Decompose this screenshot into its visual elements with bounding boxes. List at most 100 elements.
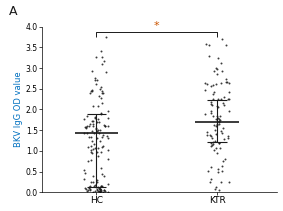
Point bbox=[92, 190, 97, 193]
Point bbox=[82, 131, 87, 135]
Point bbox=[219, 169, 224, 172]
Point bbox=[98, 187, 102, 190]
Point bbox=[91, 174, 95, 178]
Point bbox=[214, 186, 218, 189]
Point bbox=[95, 136, 99, 140]
Point bbox=[85, 146, 90, 149]
Point bbox=[102, 189, 106, 192]
Point bbox=[88, 189, 92, 192]
Point bbox=[98, 111, 103, 114]
Point bbox=[106, 183, 111, 186]
Point bbox=[215, 73, 219, 76]
Point bbox=[101, 190, 106, 193]
Point bbox=[209, 177, 213, 181]
Point bbox=[89, 90, 93, 93]
Point bbox=[102, 175, 106, 178]
Point bbox=[89, 119, 94, 123]
Point bbox=[217, 188, 222, 192]
Point bbox=[211, 114, 215, 118]
Point bbox=[103, 124, 108, 127]
Point bbox=[218, 119, 222, 122]
Point bbox=[89, 139, 94, 143]
Point bbox=[95, 187, 100, 191]
Point bbox=[85, 189, 89, 193]
Point bbox=[100, 185, 105, 188]
Point bbox=[87, 186, 92, 189]
Point bbox=[100, 173, 104, 176]
Point bbox=[203, 113, 207, 116]
Point bbox=[102, 123, 106, 127]
Point bbox=[216, 116, 220, 119]
Point bbox=[226, 134, 230, 138]
Point bbox=[207, 133, 212, 137]
Text: *: * bbox=[154, 21, 160, 31]
Point bbox=[222, 103, 226, 106]
Point bbox=[100, 55, 104, 59]
Point bbox=[205, 133, 209, 136]
Point bbox=[97, 95, 101, 98]
Point bbox=[216, 120, 221, 123]
Point bbox=[209, 141, 213, 144]
Point bbox=[93, 146, 98, 149]
Point bbox=[213, 140, 217, 143]
Point bbox=[96, 117, 100, 121]
Point bbox=[211, 69, 216, 73]
Point bbox=[98, 187, 103, 190]
Point bbox=[93, 115, 97, 119]
Point bbox=[225, 80, 229, 83]
Point bbox=[95, 120, 99, 123]
Point bbox=[219, 70, 224, 73]
Point bbox=[99, 49, 104, 53]
Point bbox=[211, 140, 215, 143]
Point bbox=[95, 78, 99, 82]
Point bbox=[95, 178, 99, 181]
Point bbox=[97, 187, 101, 190]
Point bbox=[213, 187, 217, 190]
Point bbox=[218, 97, 223, 101]
Point bbox=[91, 119, 96, 122]
Point bbox=[217, 114, 222, 117]
Point bbox=[215, 167, 220, 170]
Point bbox=[102, 188, 106, 192]
Point bbox=[211, 97, 216, 101]
Point bbox=[93, 78, 97, 82]
Point bbox=[215, 170, 220, 174]
Point bbox=[94, 150, 99, 154]
Point bbox=[91, 191, 95, 194]
Point bbox=[89, 159, 93, 162]
Point bbox=[104, 35, 108, 39]
Point bbox=[91, 104, 95, 108]
Point bbox=[100, 91, 105, 95]
Point bbox=[209, 109, 214, 112]
Point bbox=[207, 54, 212, 58]
Point bbox=[94, 126, 98, 130]
Point bbox=[98, 188, 103, 192]
Point bbox=[91, 125, 95, 128]
Point bbox=[98, 151, 103, 154]
Point bbox=[220, 131, 224, 135]
Point bbox=[211, 143, 216, 146]
Point bbox=[82, 117, 87, 120]
Point bbox=[87, 136, 91, 139]
Point bbox=[82, 177, 87, 181]
Point bbox=[210, 143, 215, 146]
Point bbox=[214, 82, 218, 85]
Point bbox=[203, 89, 207, 92]
Point bbox=[84, 188, 89, 191]
Point bbox=[89, 150, 93, 153]
Point bbox=[209, 111, 214, 114]
Point bbox=[92, 185, 96, 188]
Point bbox=[85, 131, 89, 135]
Point bbox=[224, 78, 228, 81]
Point bbox=[93, 77, 97, 80]
Point bbox=[215, 105, 219, 108]
Point bbox=[96, 154, 100, 157]
Point bbox=[227, 98, 231, 101]
Point bbox=[215, 114, 220, 118]
Point bbox=[213, 124, 218, 128]
Point bbox=[95, 188, 99, 191]
Point bbox=[106, 116, 110, 120]
Point bbox=[211, 92, 215, 95]
Point bbox=[89, 151, 94, 155]
Point bbox=[106, 109, 111, 112]
